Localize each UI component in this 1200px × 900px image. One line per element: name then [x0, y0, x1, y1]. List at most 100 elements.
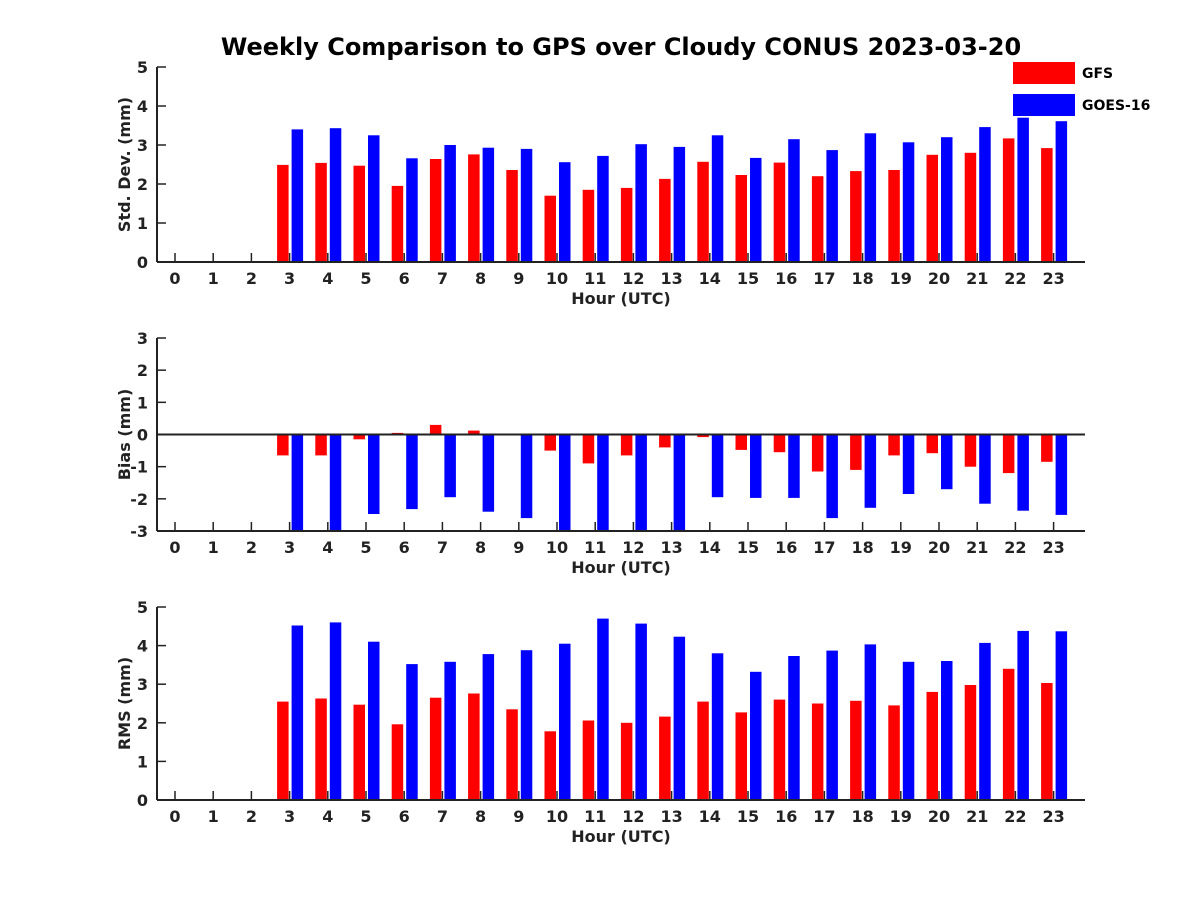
bar-goes16-hour-13: [673, 636, 686, 800]
bar-gfs-hour-7: [429, 159, 442, 262]
legend-label-gfs: GFS: [1082, 66, 1113, 82]
bar-gfs-hour-6: [391, 185, 404, 262]
bar-goes16-hour-12: [635, 144, 647, 262]
bar-goes16-hour-4: [329, 622, 342, 800]
x-tick-label: 13: [660, 538, 682, 557]
x-tick-label: 8: [475, 538, 486, 557]
bar-goes16-hour-20: [941, 434, 953, 490]
bar-goes16-hour-11: [597, 434, 609, 531]
bar-gfs-hour-8: [468, 430, 480, 435]
x-tick-label: 13: [660, 807, 682, 826]
x-tick-label: 17: [813, 538, 835, 557]
x-tick-label: 11: [584, 807, 606, 826]
x-tick-label: 23: [1042, 538, 1064, 557]
bar-gfs-hour-11: [582, 189, 595, 262]
bar-gfs-hour-20: [926, 154, 938, 263]
bar-goes16-hour-9: [520, 434, 533, 519]
bar-goes16-hour-20: [941, 661, 953, 800]
x-tick-label: 2: [246, 807, 257, 826]
x-tick-label: 1: [208, 538, 219, 557]
x-tick-label: 10: [546, 807, 568, 826]
bar-gfs-hour-19: [888, 434, 900, 456]
bar-goes16-hour-9: [520, 148, 533, 262]
bar-goes16-hour-20: [941, 137, 953, 262]
bar-gfs-hour-4: [315, 162, 327, 262]
bar-goes16-hour-19: [902, 661, 915, 800]
x-tick-label: 17: [813, 807, 835, 826]
bar-goes16-hour-22: [1017, 117, 1029, 262]
bar-goes16-hour-21: [979, 434, 991, 504]
bar-gfs-hour-14: [697, 701, 709, 800]
bar-gfs-hour-12: [620, 434, 633, 456]
x-tick-label: 9: [513, 269, 524, 288]
bar-goes16-hour-19: [902, 142, 915, 262]
bar-gfs-hour-9: [506, 709, 518, 800]
x-tick-label: 16: [775, 538, 797, 557]
bar-goes16-hour-23: [1055, 121, 1068, 262]
y-tick-label: 1: [137, 752, 148, 771]
y-tick-label: 1: [137, 214, 148, 233]
bar-gfs-hour-19: [888, 705, 900, 800]
x-tick-label: 9: [513, 538, 524, 557]
y-axis-label: RMS (mm): [115, 657, 134, 750]
bar-goes16-hour-22: [1017, 434, 1029, 511]
legend-label-goes16: GOES-16: [1082, 98, 1150, 114]
x-tick-label: 0: [169, 269, 180, 288]
bar-goes16-hour-16: [788, 139, 800, 262]
y-tick-label: 1: [137, 393, 148, 412]
y-tick-label: 0: [137, 253, 148, 272]
bar-gfs-hour-8: [468, 154, 480, 262]
legend-swatch-goes16: [1013, 94, 1075, 116]
bar-goes16-hour-21: [979, 642, 991, 800]
bar-goes16-hour-18: [864, 133, 877, 262]
y-tick-label: 4: [137, 637, 148, 656]
bar-gfs-hour-21: [964, 152, 977, 262]
bar-goes16-hour-14: [711, 135, 724, 263]
bar-gfs-hour-13: [659, 434, 671, 448]
x-tick-label: 18: [851, 269, 873, 288]
bar-gfs-hour-8: [468, 693, 480, 800]
bar-goes16-hour-23: [1055, 434, 1068, 515]
bar-gfs-hour-10: [544, 731, 556, 800]
x-tick-label: 3: [284, 807, 295, 826]
x-tick-label: 15: [737, 538, 759, 557]
bar-goes16-hour-5: [368, 641, 380, 800]
bar-goes16-hour-11: [597, 618, 609, 800]
x-tick-label: 1: [208, 269, 219, 288]
bar-gfs-hour-23: [1041, 683, 1053, 800]
x-tick-label: 5: [360, 538, 371, 557]
bar-goes16-hour-12: [635, 434, 647, 531]
x-tick-label: 6: [399, 269, 410, 288]
bar-goes16-hour-10: [559, 162, 571, 262]
bar-gfs-hour-22: [1002, 138, 1015, 262]
bar-goes16-hour-14: [711, 434, 724, 498]
x-tick-label: 4: [322, 807, 333, 826]
bar-gfs-hour-9: [506, 170, 518, 262]
bar-goes16-hour-7: [444, 145, 456, 262]
bar-goes16-hour-3: [291, 129, 304, 262]
x-axis-label: Hour (UTC): [571, 289, 671, 308]
bar-goes16-hour-7: [444, 661, 456, 800]
bar-goes16-hour-17: [826, 150, 838, 262]
x-tick-label: 3: [284, 538, 295, 557]
bar-gfs-hour-14: [697, 161, 709, 262]
x-axis-label: Hour (UTC): [571, 827, 671, 846]
bar-goes16-hour-5: [368, 434, 380, 514]
bar-goes16-hour-23: [1055, 631, 1068, 800]
y-tick-label: 2: [137, 361, 148, 380]
y-tick-label: 5: [137, 598, 148, 617]
bar-goes16-hour-22: [1017, 630, 1029, 800]
bar-goes16-hour-5: [368, 135, 380, 263]
bar-gfs-hour-3: [277, 701, 289, 800]
bar-gfs-hour-16: [773, 162, 786, 262]
x-tick-label: 20: [928, 807, 950, 826]
bar-gfs-hour-7: [429, 697, 442, 800]
bar-gfs-hour-16: [773, 434, 786, 453]
x-tick-label: 19: [890, 807, 912, 826]
bar-gfs-hour-10: [544, 434, 556, 451]
bar-goes16-hour-11: [597, 155, 609, 262]
bar-goes16-hour-8: [482, 147, 495, 262]
